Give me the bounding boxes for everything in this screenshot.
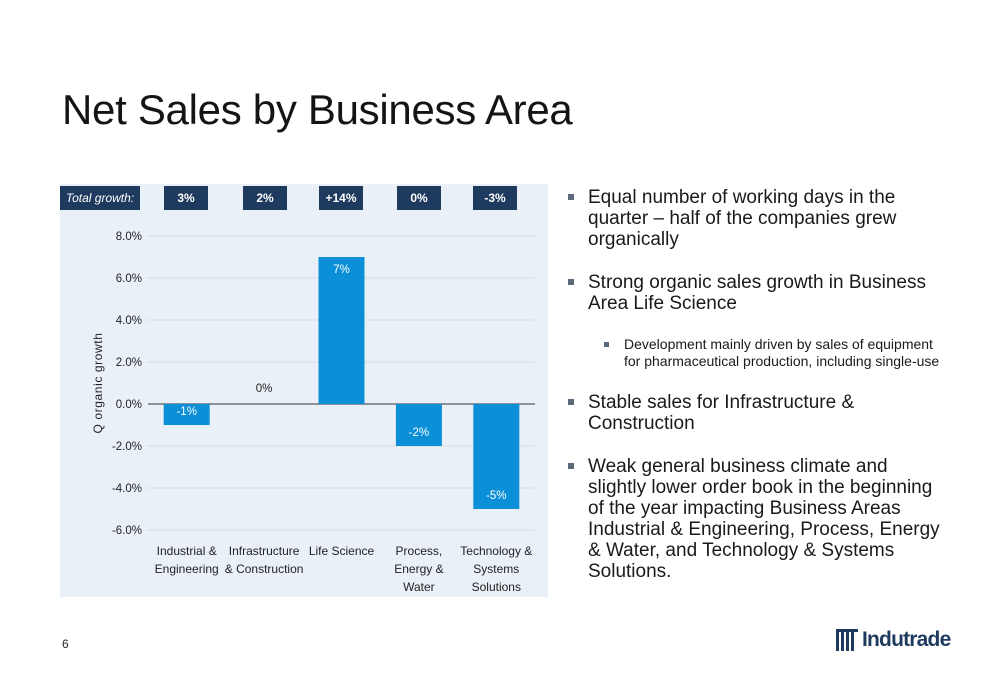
category-label: Engineering (155, 562, 219, 576)
data-label: -2% (409, 427, 429, 439)
indutrade-logo: Indutrade (836, 628, 951, 652)
total-growth-process-energy-water: 0% (397, 186, 441, 210)
indutrade-logo-icon (836, 629, 858, 651)
category-label: Solutions (472, 580, 521, 594)
data-label: 0% (256, 383, 273, 395)
category-label: Infrastructure (229, 544, 300, 558)
category-label: Water (403, 580, 435, 594)
data-label: -1% (176, 406, 196, 418)
category-label: Industrial & (157, 544, 217, 558)
y-tick-label: 4.0% (116, 315, 142, 327)
bar (163, 404, 210, 425)
total-growth-label: Total growth: (60, 186, 140, 210)
category-label: Technology & (460, 544, 532, 558)
total-growth-life-science: +14% (319, 186, 363, 210)
y-tick-label: 6.0% (116, 273, 142, 285)
category-label: & Construction (225, 562, 304, 576)
total-growth-industrial-engineering: 3% (164, 186, 208, 210)
y-axis-label: Q organic growth (91, 333, 105, 434)
logo-text: Indutrade (862, 628, 951, 651)
y-tick-label: 8.0% (116, 231, 142, 243)
y-tick-label: -2.0% (112, 441, 142, 453)
bar (395, 404, 442, 446)
category-label: Systems (473, 562, 519, 576)
data-label: 7% (333, 264, 350, 276)
bullet-list: Equal number of working days in the quar… (566, 187, 946, 604)
bullet-life-science-growth: Strong organic sales growth in Business … (566, 272, 946, 314)
bullet-weak-climate: Weak general business climate and slight… (566, 456, 946, 582)
bar (318, 257, 365, 404)
slide-title: Net Sales by Business Area (62, 86, 573, 133)
category-label: Energy & (394, 562, 443, 576)
chart-panel (60, 184, 548, 597)
y-tick-label: 0.0% (116, 399, 142, 411)
category-label: Life Science (309, 544, 375, 558)
total-growth-infrastructure-construction: 2% (243, 186, 287, 210)
y-tick-label: -6.0% (112, 525, 142, 537)
bullet-working-days: Equal number of working days in the quar… (566, 187, 946, 250)
y-tick-label: 2.0% (116, 357, 142, 369)
y-tick-label: -4.0% (112, 483, 142, 495)
organic-growth-bar-chart: 8.0% 6.0% 4.0% 2.0% 0.0% -2.0% -4.0% -6.0% Q org… (91, 231, 535, 594)
sub-bullet-pharmaceutical: Development mainly driven by sales of eq… (602, 336, 946, 370)
data-label: -5% (486, 490, 506, 502)
bar (473, 404, 520, 509)
total-growth-technology-systems: -3% (473, 186, 517, 210)
page-number: 6 (62, 637, 69, 651)
category-label: Process, (396, 544, 443, 558)
bullet-infrastructure-stable: Stable sales for Infrastructure & Constr… (566, 392, 946, 434)
